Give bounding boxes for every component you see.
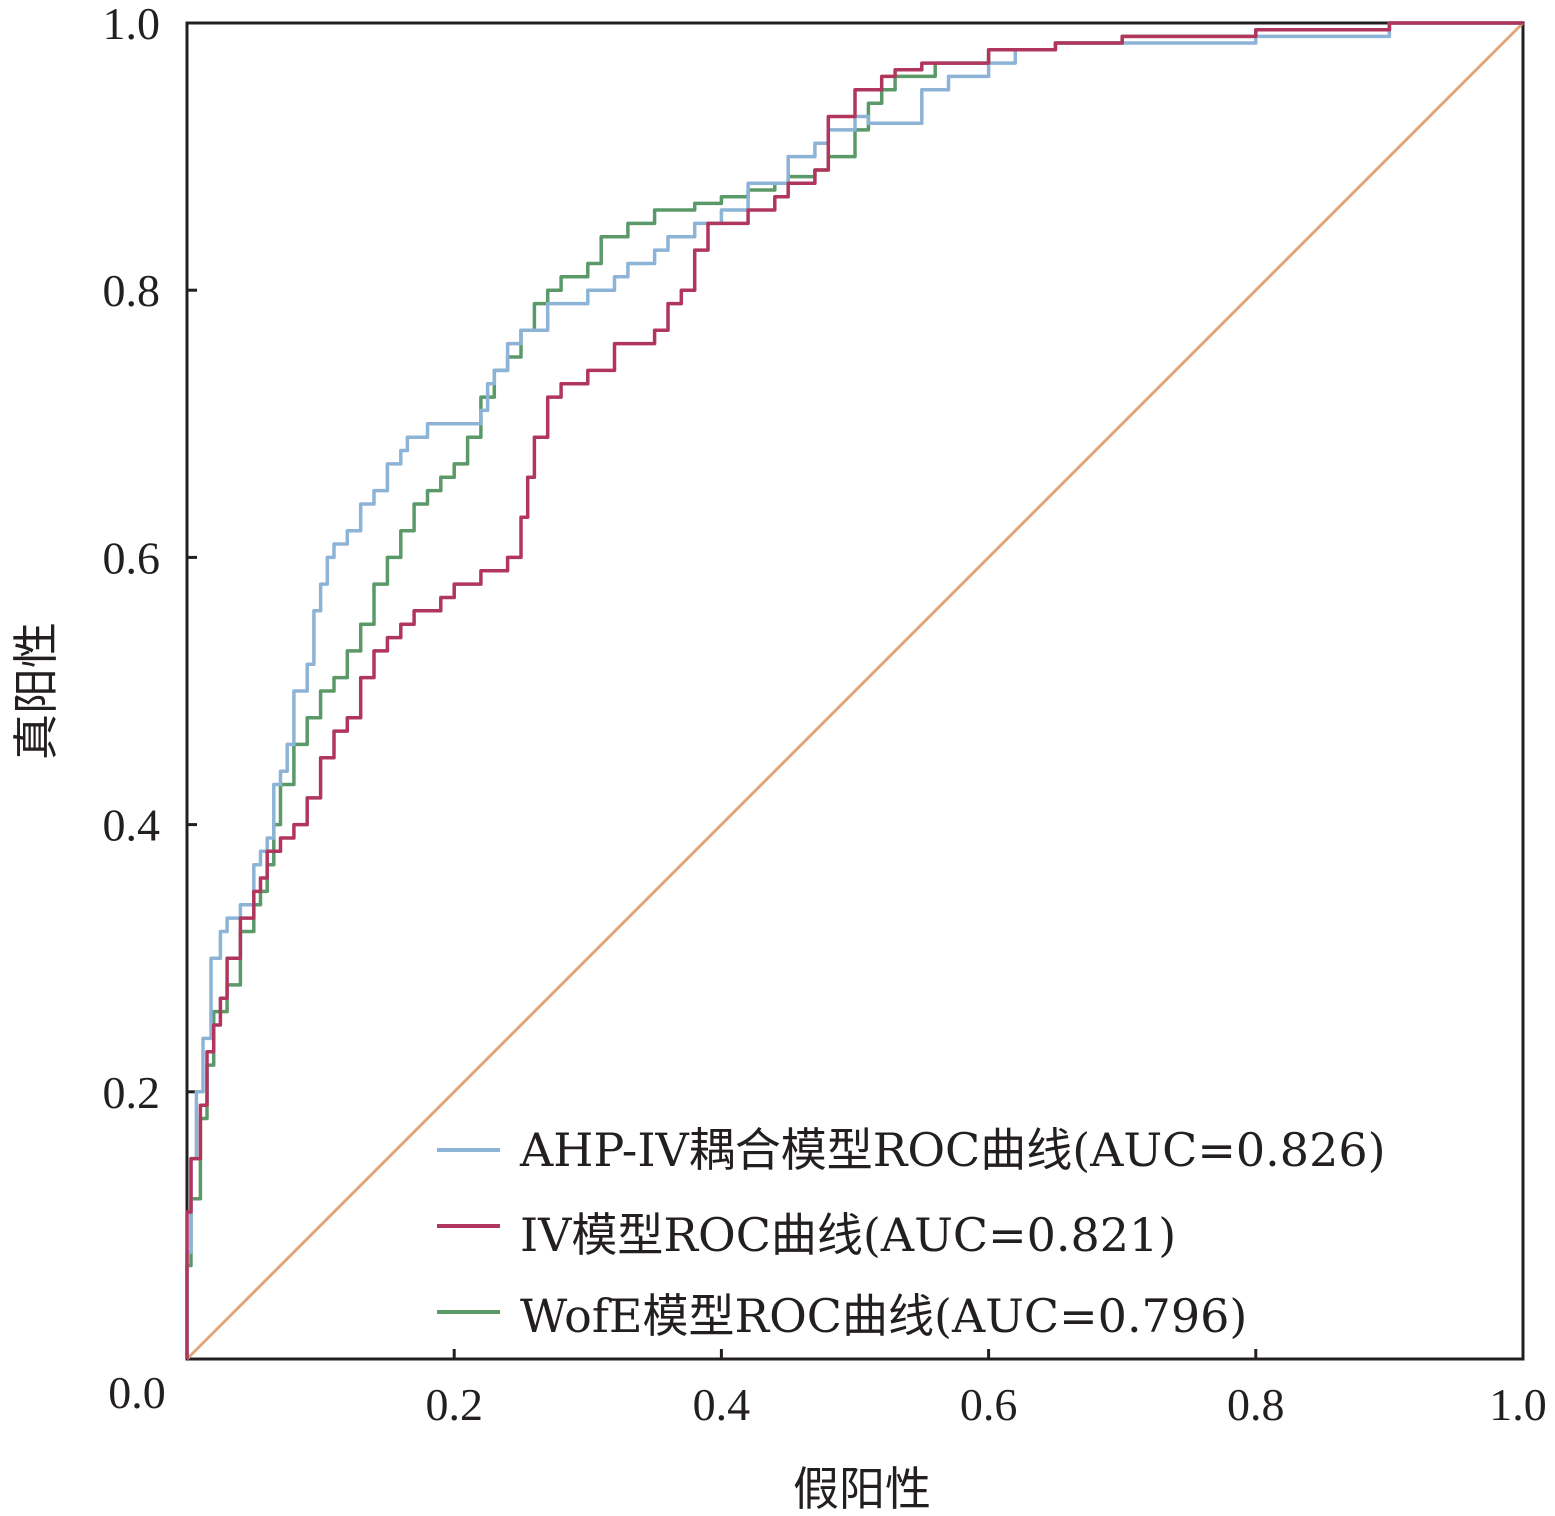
- legend-label-wofe: WofE模型ROC曲线(AUC=0.796): [520, 1289, 1247, 1343]
- y-tick-label: 1.0: [103, 0, 161, 49]
- y-tick-label: 0.6: [103, 532, 161, 583]
- legend: AHP-IV耦合模型ROC曲线(AUC=0.826) IV模型ROC曲线(AUC…: [437, 1123, 1386, 1343]
- y-tick-label: 0.8: [103, 265, 161, 316]
- legend-label-ahp-iv: AHP-IV耦合模型ROC曲线(AUC=0.826): [519, 1123, 1386, 1177]
- reference-diagonal-line: [185, 21, 1525, 1361]
- x-tick-label: 0.6: [960, 1379, 1018, 1430]
- axis-ticks: 0.0 0.2 0.4 0.6 0.8 1.0 0.2 0.4 0.6 0.8 1.0: [103, 0, 1547, 1430]
- y-tick-label: 0.4: [103, 800, 161, 851]
- y-tick-label: 0.2: [103, 1067, 161, 1118]
- plot-frame: [185, 21, 1525, 1361]
- x-tick-label: 1.0: [1489, 1379, 1547, 1430]
- x-tick-label: 0.8: [1227, 1379, 1285, 1430]
- x-tick-label: 0.2: [425, 1379, 483, 1430]
- x-tick-label: 0.4: [693, 1379, 751, 1430]
- y-axis-title: 真阳性: [9, 622, 63, 760]
- x-axis-title: 假阳性: [793, 1462, 931, 1516]
- x-tick-label: 0.0: [108, 1367, 166, 1418]
- series-line-1: [185, 21, 1523, 1359]
- legend-label-iv: IV模型ROC曲线(AUC=0.821): [520, 1208, 1176, 1262]
- series-line-0: [185, 21, 1523, 1359]
- series-layer: [185, 21, 1525, 1361]
